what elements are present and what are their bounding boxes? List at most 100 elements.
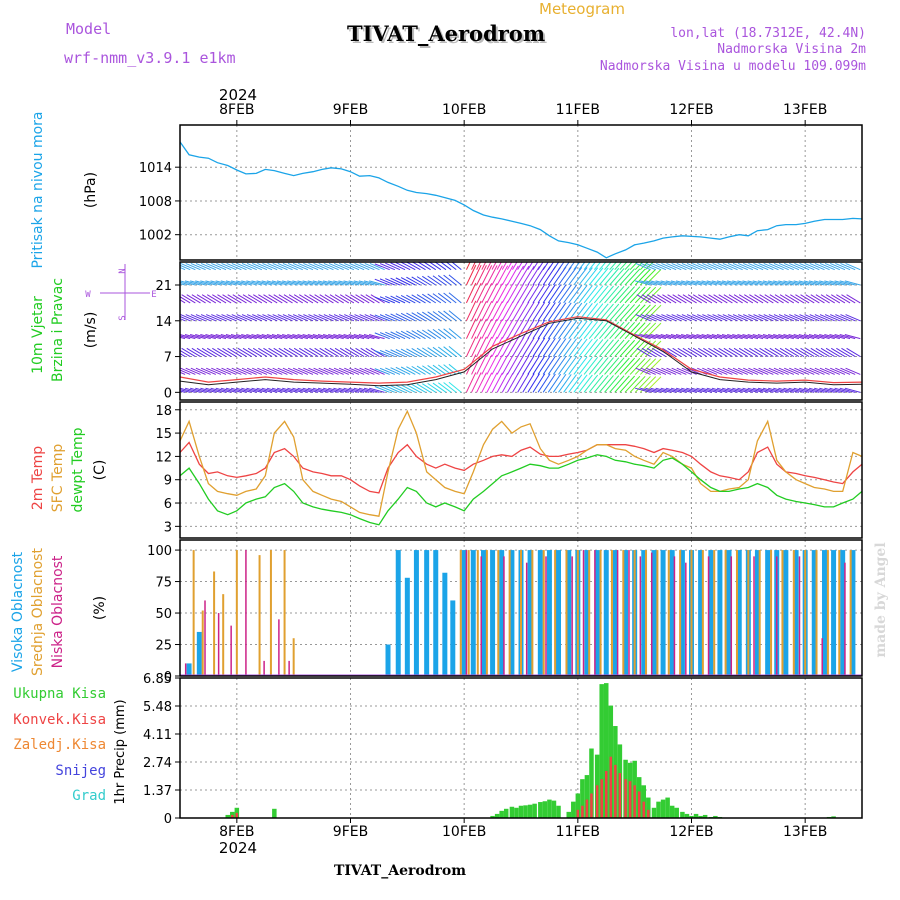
cloud-axis-title-low: Niska Oblacnost [50,555,66,668]
wind-barb [532,266,546,286]
wind-barb [563,266,577,286]
wind-barb [353,280,370,286]
wind-barb [609,321,625,339]
model-elevation-label: Nadmorska Visina u modelu 109.099m [600,59,866,74]
wind-barb [713,347,728,357]
wind-barb [349,314,365,322]
precip-total-bar [656,801,661,818]
wind-barb [303,262,319,271]
wind-barb [257,314,273,322]
wind-barb [354,314,370,322]
wind-barb [261,387,278,393]
wind-barb [814,314,830,322]
wind-barb [308,314,324,322]
wind-barb [496,372,509,393]
wind-barb [672,347,687,357]
wind-barb [338,367,355,375]
x-tick-label-top: 10FEB [442,102,486,118]
wind-barb [512,265,525,286]
wind-barb [201,294,217,304]
wind-barb [573,285,588,304]
wind-barb [411,312,426,322]
precip-conv-bar [231,814,234,818]
wind-barb [195,262,211,271]
wind-barb [542,355,556,375]
wind-barb [717,314,733,322]
wind-barb [276,334,293,340]
cloud-low-bar [685,562,687,676]
cloud-high-bar [679,550,685,676]
wind-barb [287,367,303,375]
wind-barb [762,280,779,286]
wind-barb [763,262,779,271]
wind-barb [537,284,551,304]
x-tick-label-bottom: 13FEB [783,824,827,840]
wind-barb [660,334,677,340]
wind-barb [819,334,835,340]
wind-barb [789,262,805,271]
wind-barb [656,262,672,271]
wind-barb [808,334,825,340]
wind-barb [677,294,692,304]
y-tick-label: 3 [164,520,172,535]
wind-barb [297,387,314,393]
temp-axis-unit: (C) [92,460,108,481]
wind-barb [727,314,743,322]
cloud-low-bar [480,556,482,676]
wind-barb [237,294,252,304]
wind-barb [271,334,288,340]
wind-barb [789,314,805,322]
cloud-mid-bar [826,550,829,676]
wind-barb [804,262,820,271]
wind-barb [640,280,656,286]
wind-barb [793,387,810,393]
wind-barb [411,294,426,304]
wind-barb [645,322,662,340]
wind-barb [252,262,268,271]
wind-barb [411,348,426,357]
wind-barb [645,367,662,375]
wind-barb [634,262,644,271]
wind-barb [614,262,623,270]
cloud-mid-bar [222,594,225,676]
wind-barb [476,318,487,339]
wind-barb [805,347,820,357]
wind-barb [624,268,641,286]
wind-barb [411,262,426,271]
wind-barb [216,367,232,375]
wind-barb [471,318,482,339]
wind-barb [355,294,370,304]
wind-barb [221,367,237,375]
wind-barb [752,280,769,286]
wind-barb [200,334,216,340]
wind-barb [547,355,562,375]
cloud-high-bar [527,550,533,676]
wind-barb [180,389,191,393]
wind-barb [355,347,370,357]
wind-barb [476,282,487,304]
wind-barb [212,347,227,357]
wind-barb [422,329,437,340]
wind-barb [512,283,525,304]
wind-barb [522,262,528,270]
wind-barb [759,347,774,357]
wind-barb [619,262,628,271]
cloud-high-bar [546,550,552,676]
wind-barb [282,262,298,271]
cloud-mid-bar [758,550,761,676]
wind-barb [432,382,447,393]
wind-barb [241,387,257,393]
wind-barb [552,284,567,304]
wind-barb [307,387,324,393]
wind-barb [486,283,498,304]
wind-barb [334,294,350,304]
wind-barb [629,358,646,375]
wind-barb [406,312,421,322]
wind-barb [691,262,708,271]
wind-barb [302,387,319,393]
wind-barb [809,262,825,271]
wind-barb [390,367,406,375]
wind-barb [844,387,861,393]
wind-barb [313,314,329,322]
wind-barb [324,347,339,357]
